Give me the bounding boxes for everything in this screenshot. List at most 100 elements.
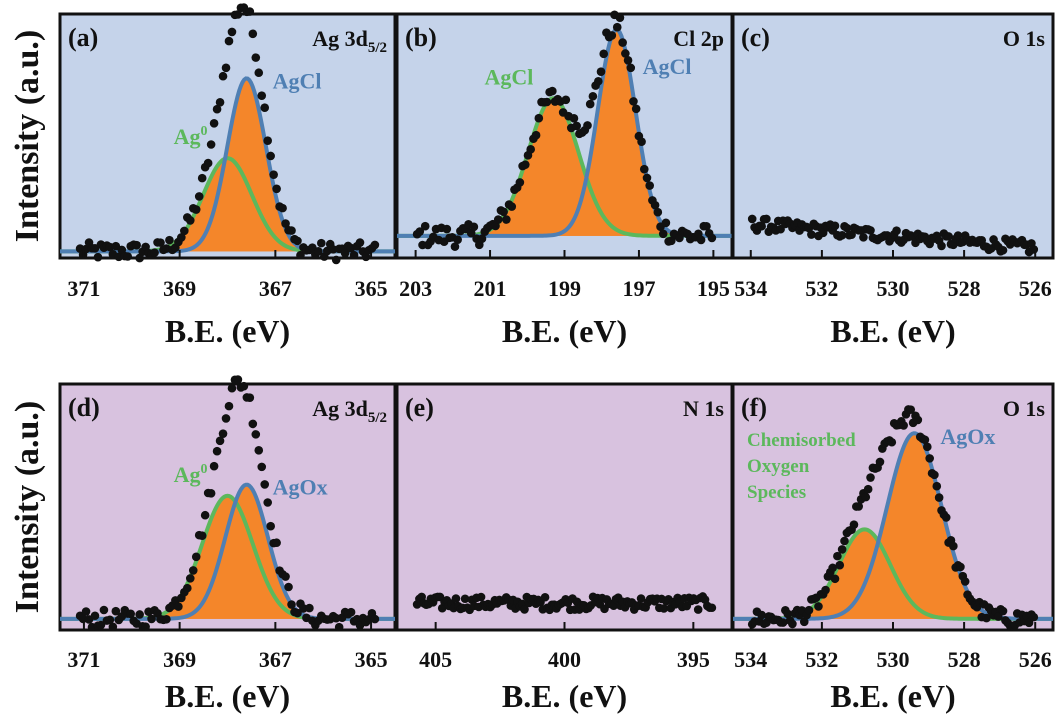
panel-letter: (b) [405,23,437,52]
data-point [111,606,121,616]
data-point [960,577,970,586]
data-point [361,252,371,262]
data-point [156,238,165,247]
data-point [930,470,939,480]
data-point [185,574,195,583]
data-point [932,481,942,491]
data-point [251,430,261,439]
data-point [177,233,186,242]
data-point [197,531,207,540]
data-point [821,585,830,595]
component-label: Oxygen [747,456,810,477]
data-point [469,222,479,232]
data-point [998,245,1008,255]
data-point [206,489,216,498]
data-point [334,622,344,632]
data-point [212,104,222,114]
element-label: N 1s [683,396,724,421]
data-point [783,609,792,619]
data-point [854,502,863,511]
data-point [934,493,944,502]
data-point [415,227,425,236]
data-point [209,118,219,128]
data-point [667,236,676,246]
component-label: Chemisorbed [747,430,856,451]
data-point [150,248,159,257]
y-axis-label: Intensity (a.u.) [9,401,46,614]
data-point [920,435,930,445]
x-tick-label: 534 [734,647,767,672]
component-fill [60,78,395,252]
data-point [707,603,717,613]
data-point [281,572,290,581]
data-point [477,234,487,243]
data-point [583,121,592,130]
x-tick-label: 405 [419,647,452,672]
data-point [807,230,816,239]
data-point [260,103,270,113]
x-tick-label: 526 [1019,276,1052,301]
data-point [542,97,552,107]
data-point [913,415,923,425]
data-point [540,592,550,602]
data-point [953,231,963,240]
chart-panel-f: (f) O 1s Chemisorbed Oxygen Species AgOx 534 53… [731,382,1055,714]
data-point [135,253,144,263]
data-point [224,401,234,411]
data-point [188,566,198,575]
data-point [612,22,622,32]
component-label: AgCl [273,68,322,93]
data-point [515,178,525,187]
data-point [227,27,237,37]
data-point [814,602,823,611]
chart-panel-e: (e) N 1s 405 400 395 B.E. (eV) [395,382,734,714]
data-point [631,104,641,114]
data-point [849,520,859,529]
data-point [99,605,109,615]
data-point [956,562,965,572]
data-point [531,130,541,140]
data-point [561,95,571,105]
x-axis-label: B.E. (eV) [830,678,955,714]
data-point [998,606,1008,616]
x-tick-label: 532 [805,647,838,672]
data-point [105,615,115,625]
x-tick-label: 197 [622,276,655,301]
data-point [370,240,380,250]
x-tick-label: 400 [548,647,581,672]
data-point [218,429,228,438]
data-point [493,215,503,224]
data-point [212,446,222,456]
data-point [197,173,207,183]
data-point [828,563,837,573]
data-point [618,38,627,47]
data-point [629,97,638,106]
data-point [284,582,293,592]
data-point [191,205,201,214]
data-point [269,170,278,179]
data-point [174,602,183,611]
data-point [520,605,529,614]
data-point [757,610,766,620]
data-point [305,603,314,613]
data-point [293,608,302,618]
component-fill [397,98,732,236]
x-tick-label: 369 [163,276,196,301]
data-point [762,214,771,224]
x-axis-label: B.E. (eV) [502,678,627,714]
data-point [108,622,118,632]
data-point [215,97,225,107]
data-point [941,513,951,522]
x-axis-label: B.E. (eV) [165,313,290,349]
data-point [203,158,213,168]
data-point [866,226,875,235]
data-point [645,181,654,190]
data-point [572,121,581,131]
data-point [251,53,261,62]
data-point [944,232,953,241]
data-point [272,538,281,548]
data-point [747,214,757,224]
component-label: Species [747,482,806,503]
